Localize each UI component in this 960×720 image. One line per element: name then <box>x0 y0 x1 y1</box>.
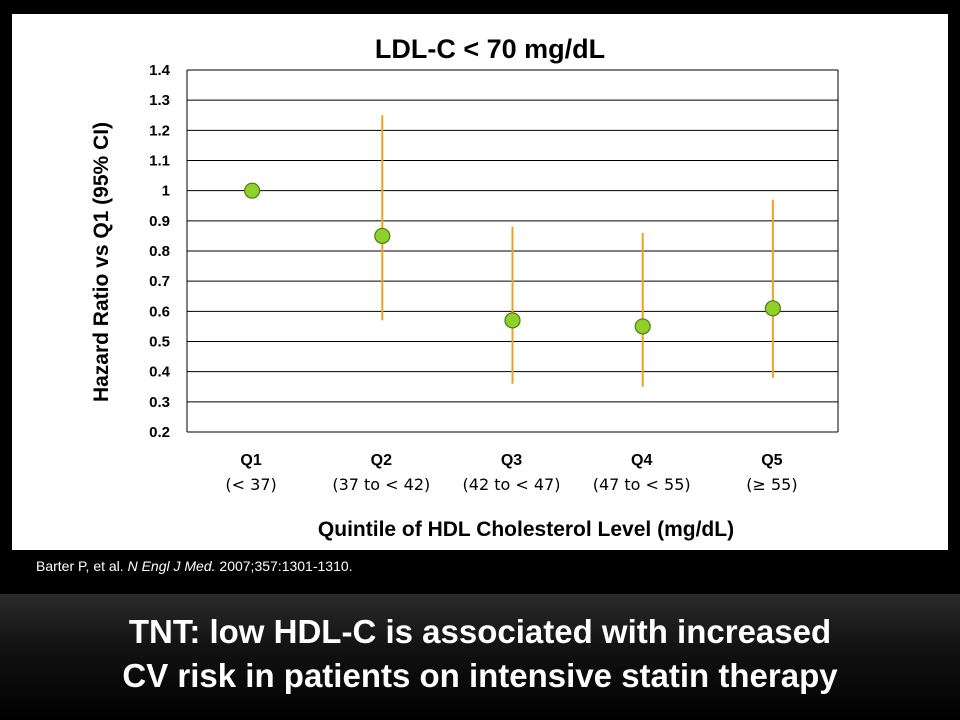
hazard-ratio-point <box>504 312 521 329</box>
y-tick-label: 1.4 <box>149 62 171 79</box>
x-tick-labels: Q1 (< 37) Q2 (37 to < 42) Q3 (42 to < 47) Q4 (4… <box>225 452 797 494</box>
hazard-ratio-point <box>764 300 782 317</box>
y-tick-label: 1.2 <box>149 122 170 139</box>
chart-panel: 1.4 1.3 1.2 1.1 1 0.9 0.8 0.7 0.6 0.5 0.4 0.3 0.2 Q1… <box>12 14 948 550</box>
x-tick-label: Q5 <box>761 452 782 469</box>
hazard-ratio-chart: 1.4 1.3 1.2 1.1 1 0.9 0.8 0.7 0.6 0.5 0.4 0.3 0.2 Q1… <box>90 34 839 541</box>
y-tick-label: 0.6 <box>149 303 170 320</box>
y-tick-label: 0.7 <box>149 273 170 290</box>
y-tick-label: 1.1 <box>149 153 170 170</box>
hazard-ratio-point <box>634 318 651 335</box>
y-tick-label: 0.5 <box>149 334 170 351</box>
hazard-ratio-point <box>244 182 261 199</box>
citation-journal: N Engl J Med. <box>127 558 216 574</box>
headline-line-1: TNT: low HDL-C is associated with increa… <box>128 613 832 650</box>
error-bars <box>381 115 774 387</box>
y-tick-label: 0.4 <box>149 364 171 381</box>
x-tick-label: Q2 <box>371 452 392 469</box>
y-tick-label: 0.3 <box>149 394 170 411</box>
citation-details: 2007;357:1301-1310. <box>219 558 353 574</box>
y-tick-label: 1.3 <box>149 92 170 109</box>
bottom-banner <box>0 594 960 720</box>
x-tick-label: Q1 <box>240 452 261 469</box>
y-tick-label: 0.8 <box>149 243 170 260</box>
x-tick-range: (≥ 55) <box>746 475 797 494</box>
headline-line-2: CV risk in patients on intensive statin … <box>122 657 838 694</box>
x-tick-range: (42 to < 47) <box>463 475 561 494</box>
y-tick-label: 0.2 <box>149 424 170 441</box>
x-tick-label: Q4 <box>631 452 652 469</box>
y-axis-label: Hazard Ratio vs Q1 (95% CI) <box>90 122 113 402</box>
x-tick-range: (37 to < 42) <box>332 475 430 494</box>
hazard-ratio-point <box>374 227 391 245</box>
data-points <box>244 182 782 335</box>
x-tick-label: Q3 <box>501 452 522 469</box>
headline: TNT: low HDL-C is associated with increa… <box>0 610 960 698</box>
citation-authors: Barter P, et al. <box>36 558 124 574</box>
x-tick-range: (< 37) <box>225 475 276 494</box>
x-axis-label: Quintile of HDL Cholesterol Level (mg/dL… <box>318 518 734 541</box>
y-tick-label: 1 <box>162 183 170 200</box>
chart-title: LDL-C < 70 mg/dL <box>375 34 605 64</box>
grid-lines <box>186 69 839 433</box>
y-tick-labels: 1.4 1.3 1.2 1.1 1 0.9 0.8 0.7 0.6 0.5 0.4 0.3 0.2 <box>149 62 171 441</box>
citation: Barter P, et al. N Engl J Med. 2007;357:… <box>36 558 353 574</box>
y-tick-label: 0.9 <box>149 213 170 230</box>
x-tick-range: (47 to < 55) <box>593 475 691 494</box>
